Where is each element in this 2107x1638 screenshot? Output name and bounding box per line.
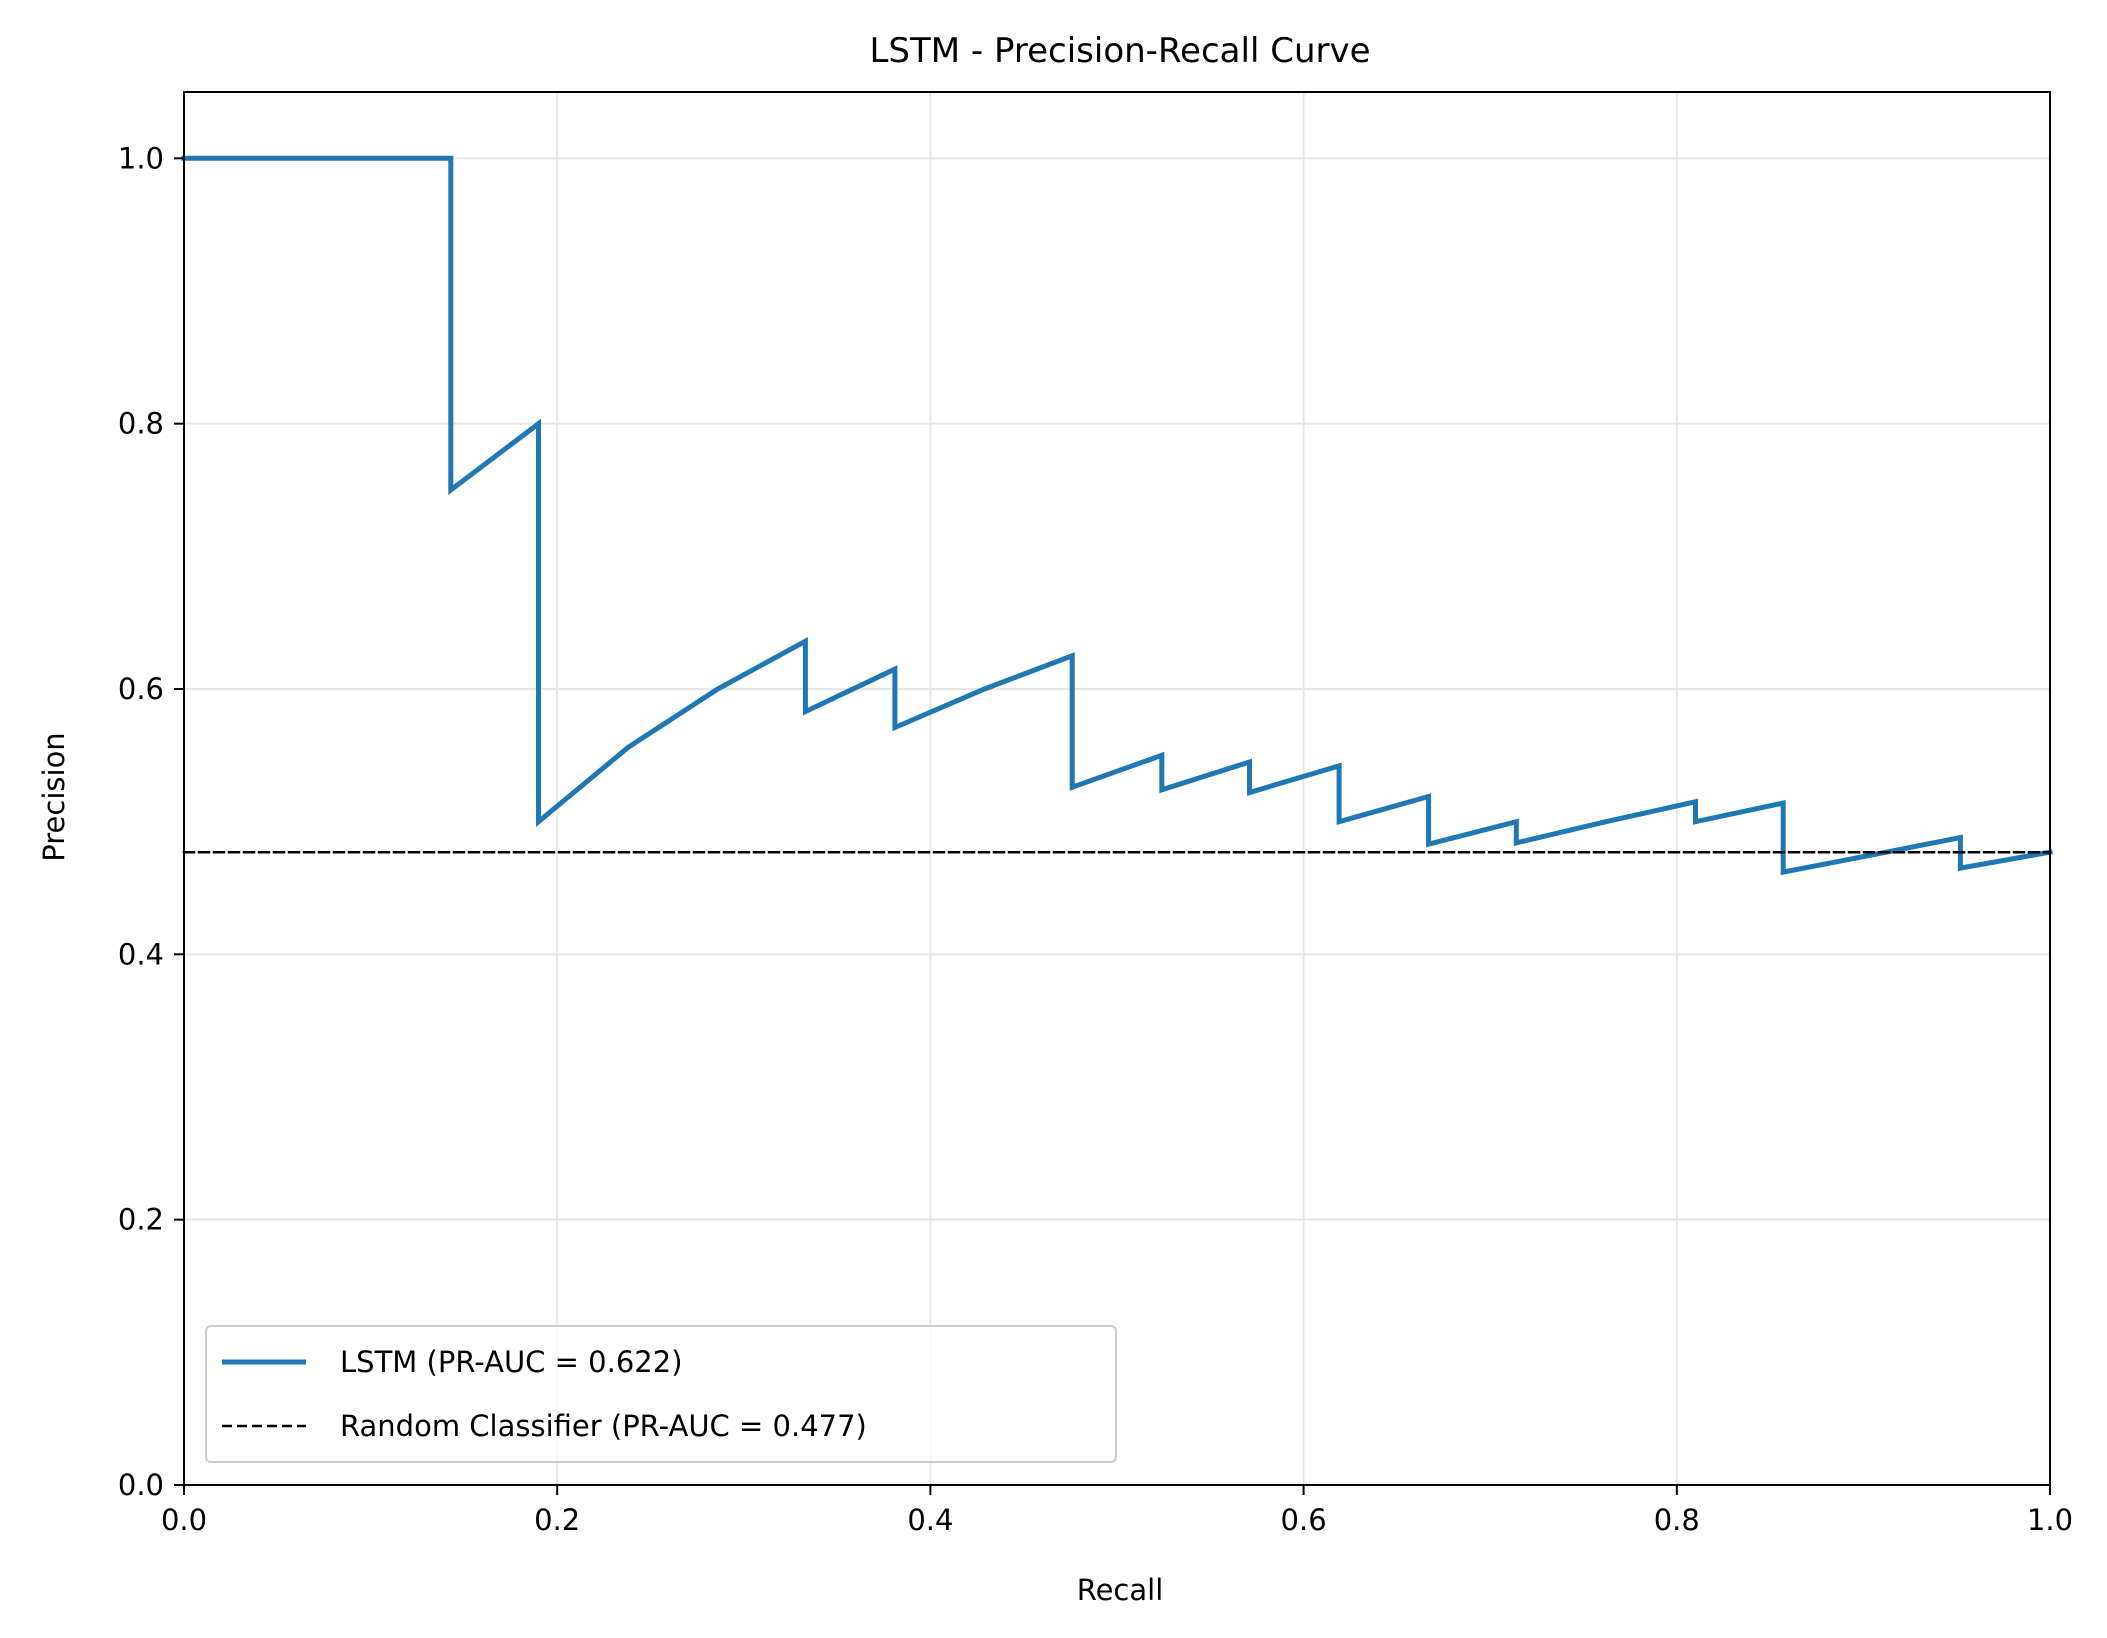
y-tick-label: 0.2 (118, 1203, 164, 1237)
legend: LSTM (PR-AUC = 0.622) Random Classifier (… (205, 1325, 1117, 1463)
y-axis-label: Precision (37, 732, 71, 861)
x-tick-label: 0.4 (907, 1503, 953, 1537)
y-tick-label: 0.4 (118, 937, 164, 971)
y-tick-label: 0.8 (118, 407, 164, 441)
x-tick-label: 0.0 (161, 1503, 207, 1537)
y-tick-label: 0.6 (118, 672, 164, 706)
x-tick-label: 0.8 (1654, 1503, 1700, 1537)
chart-title: LSTM - Precision-Recall Curve (869, 31, 1370, 71)
plot-frame (183, 91, 2051, 1486)
lstm-pr-curve (181, 155, 2053, 876)
x-tick-label: 0.6 (1281, 1503, 1327, 1537)
series-group (181, 155, 2053, 876)
x-tick-label: 0.2 (534, 1503, 580, 1537)
y-tick-label: 1.0 (118, 141, 164, 175)
legend-label: LSTM (PR-AUC = 0.622) (340, 1345, 683, 1379)
grid-lines (183, 92, 2051, 1486)
y-tick-label: 0.0 (118, 1468, 164, 1502)
x-tick-label: 1.0 (2027, 1503, 2073, 1537)
axis-ticks: 0.0 0.2 0.4 0.6 0.8 1.0 0.0 0.2 0.4 0.6 0.8 1.0 (118, 141, 2073, 1537)
legend-box (205, 1325, 1117, 1463)
legend-label: Random Classifier (PR-AUC = 0.477) (340, 1409, 867, 1443)
x-axis-label: Recall (1077, 1573, 1164, 1607)
